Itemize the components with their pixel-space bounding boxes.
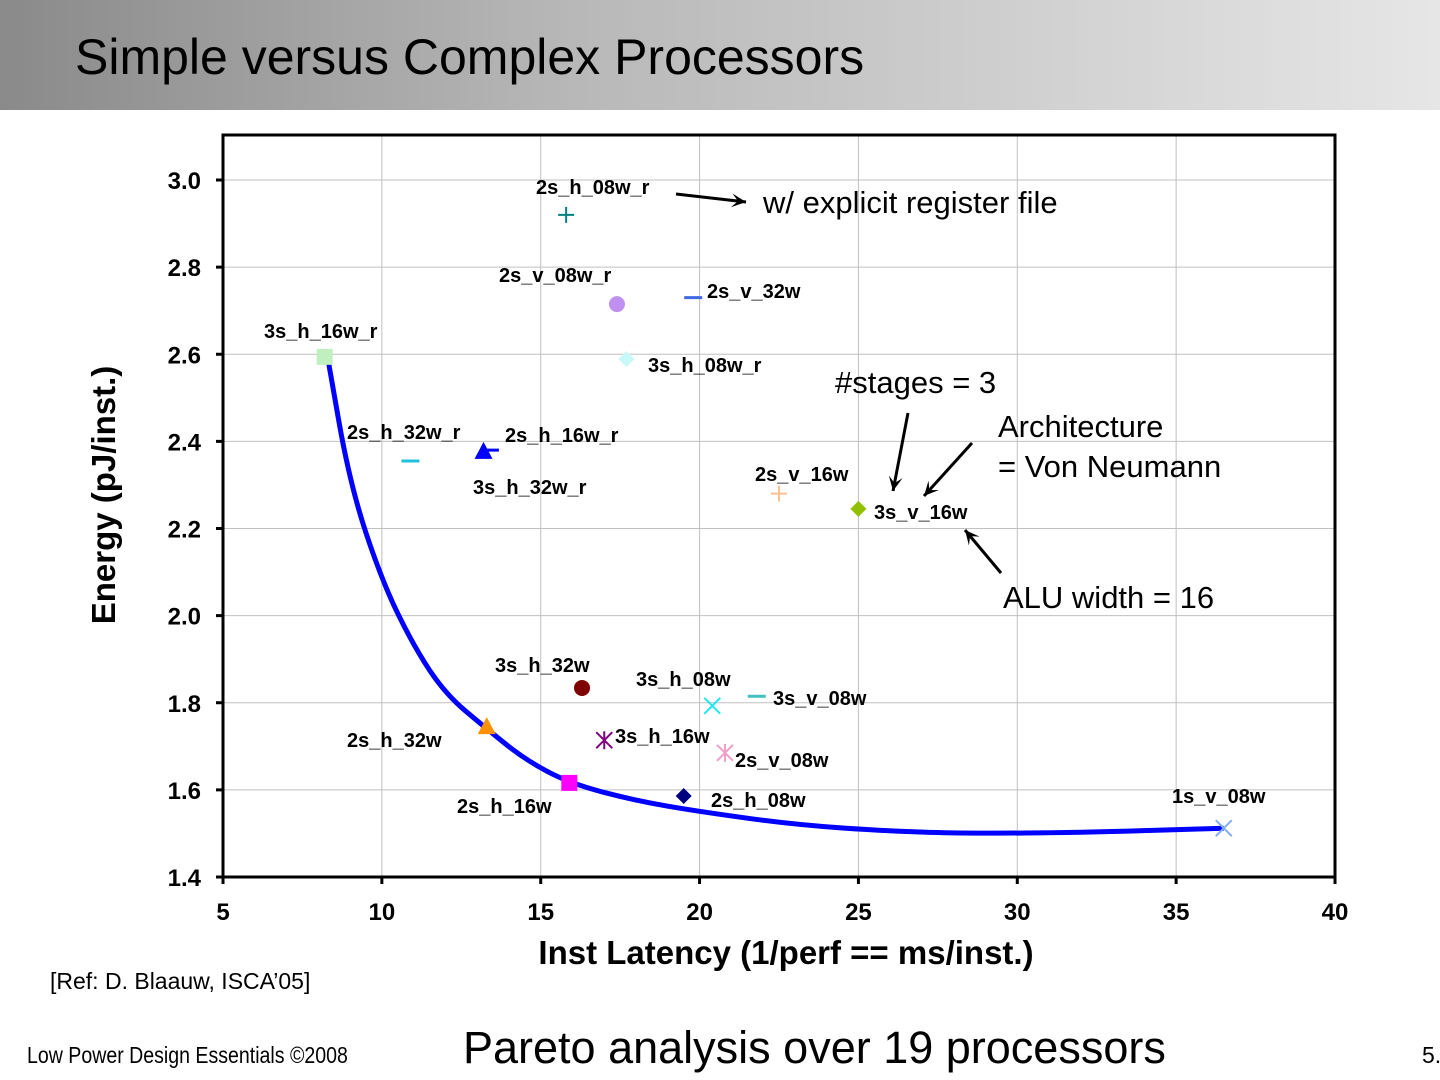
annotation-alu-width: ALU width = 16 bbox=[1003, 580, 1214, 615]
y-tick-label: 2.4 bbox=[168, 429, 202, 456]
y-tick-label: 2.6 bbox=[168, 342, 201, 369]
x-tick-label: 30 bbox=[1004, 899, 1031, 926]
point-label: 3s_h_16w_r bbox=[264, 321, 378, 343]
footer-text: Low Power Design Essentials ©2008 bbox=[27, 1042, 348, 1068]
point-2s_h_08w bbox=[675, 787, 692, 804]
point-label: 2s_v_08w_r bbox=[499, 265, 612, 287]
y-tick-label: 1.6 bbox=[168, 778, 201, 805]
point-3s_h_16w_r bbox=[316, 348, 333, 365]
slide-title: Simple versus Complex Processors bbox=[75, 29, 865, 85]
point-label: 3s_v_16w bbox=[874, 502, 968, 524]
slide-caption: Pareto analysis over 19 processors bbox=[463, 1022, 1166, 1073]
page-number: 5. bbox=[1422, 1042, 1440, 1068]
point-3s_h_08w_r bbox=[618, 351, 635, 368]
point-3s_v_16w bbox=[850, 500, 867, 517]
y-axis-title: Energy (pJ/inst.) bbox=[85, 366, 122, 625]
y-tick-label: 2.2 bbox=[168, 517, 201, 544]
x-tick-label: 10 bbox=[369, 899, 396, 926]
x-tick-label: 5 bbox=[216, 899, 229, 926]
x-tick-label: 40 bbox=[1322, 899, 1349, 926]
point-label: 2s_h_08w_r bbox=[536, 177, 650, 199]
arrow-line bbox=[891, 412, 910, 492]
pareto-curve bbox=[325, 358, 1224, 836]
point-label: 1s_v_08w bbox=[1172, 786, 1266, 808]
point-label: 2s_v_32w bbox=[707, 281, 801, 303]
point-label: 2s_h_32w bbox=[347, 730, 442, 752]
y-tick-label: 1.8 bbox=[168, 691, 201, 718]
point-2s_v_08w bbox=[716, 743, 734, 762]
y-tick-label: 2.8 bbox=[168, 255, 201, 282]
annotation-stages: #stages = 3 bbox=[835, 365, 996, 400]
annotation-register-file: w/ explicit register file bbox=[762, 185, 1058, 220]
point-1s_v_08w bbox=[1215, 819, 1233, 837]
point-2s_h_08w_r bbox=[558, 206, 575, 223]
point-label: 3s_h_32w bbox=[495, 655, 590, 677]
annotation-von-neumann: = Von Neumann bbox=[998, 449, 1221, 484]
x-tick-label: 15 bbox=[527, 899, 554, 926]
point-label: 2s_h_08w bbox=[711, 790, 806, 812]
point-label: 3s_h_16w bbox=[615, 726, 710, 748]
y-tick-label: 1.4 bbox=[168, 865, 202, 892]
arrow-head-icon bbox=[965, 530, 980, 546]
arrow-head-icon bbox=[924, 480, 939, 496]
point-label: 3s_h_08w_r bbox=[648, 355, 762, 377]
arrow-line bbox=[922, 441, 974, 498]
title-bar bbox=[0, 0, 1440, 110]
annotation-architecture: Architecture bbox=[998, 409, 1163, 444]
point-2s_v_16w bbox=[771, 485, 787, 502]
arrow-line bbox=[963, 529, 1003, 574]
x-tick-label: 25 bbox=[845, 899, 872, 926]
point-3s_h_16w bbox=[595, 731, 613, 750]
point-2s_h_16w bbox=[561, 774, 578, 791]
point-label: 2s_h_16w_r bbox=[505, 425, 619, 447]
y-tick-label: 3.0 bbox=[168, 168, 201, 195]
x-axis-title: Inst Latency (1/perf == ms/inst.) bbox=[538, 934, 1033, 971]
point-label: 2s_h_32w_r bbox=[347, 422, 461, 444]
x-tick-label: 35 bbox=[1163, 899, 1190, 926]
point-3s_h_08w bbox=[703, 697, 721, 715]
x-tick-label: 20 bbox=[686, 899, 713, 926]
point-label: 2s_h_16w bbox=[457, 796, 552, 818]
y-tick-label: 2.0 bbox=[168, 604, 201, 631]
reference-text: [Ref: D. Blaauw, ISCA’05] bbox=[50, 968, 311, 994]
point-label: 2s_v_08w bbox=[735, 750, 829, 772]
arrow-head-icon bbox=[888, 475, 903, 491]
plot-frame bbox=[221, 133, 1337, 879]
point-2s_v_08w_r bbox=[608, 296, 625, 313]
point-3s_h_32w bbox=[574, 679, 591, 696]
point-label: 3s_h_08w bbox=[636, 669, 731, 691]
arrow-head-icon bbox=[730, 193, 746, 208]
point-label: 3s_v_08w bbox=[773, 688, 867, 710]
point-label: 3s_h_32w_r bbox=[473, 477, 587, 499]
arrow-line bbox=[675, 192, 747, 204]
point-label: 2s_v_16w bbox=[755, 464, 849, 486]
point-2s_h_32w bbox=[477, 717, 496, 735]
